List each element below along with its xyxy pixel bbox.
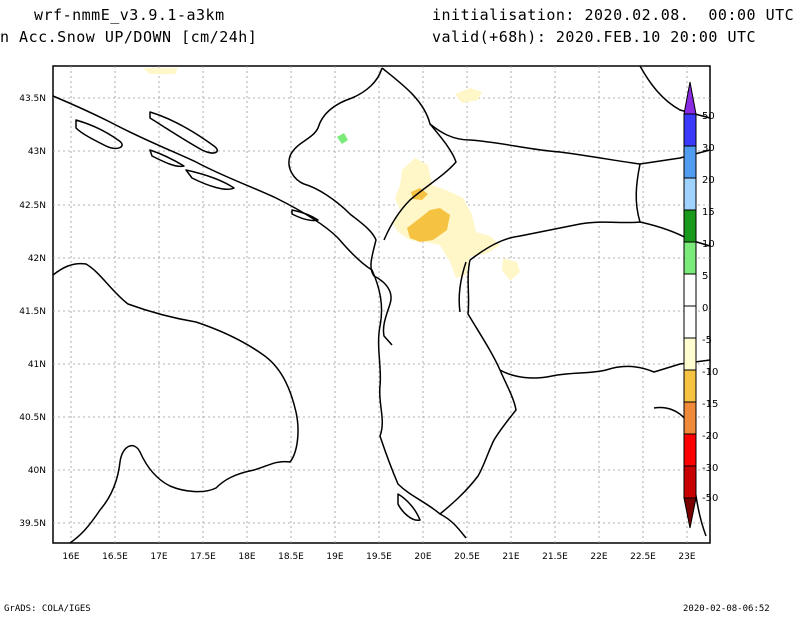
colorbar-label: -5 <box>702 335 712 346</box>
lon-label: 20E <box>414 552 431 562</box>
colorbar-label: 15 <box>702 207 715 218</box>
colorbar-label: 50 <box>702 111 715 122</box>
balkan-coast <box>52 95 467 539</box>
colorbar-label: 30 <box>702 143 715 154</box>
lon-label: 23E <box>678 552 695 562</box>
lon-label: 21.5E <box>542 552 568 562</box>
colorbar-label: 20 <box>702 175 715 186</box>
lon-label: 18E <box>238 552 255 562</box>
lat-label: 42N <box>28 254 46 264</box>
lat-label: 39.5N <box>19 519 46 529</box>
model-title: wrf-nmmE_v3.9.1-a3km <box>34 6 225 24</box>
longitude-labels: 16E 16.5E 17E 17.5E 18E 18.5E 19E 19.5E … <box>62 552 695 562</box>
lat-label: 43N <box>28 147 46 157</box>
coastlines <box>52 65 711 544</box>
render-timestamp: 2020-02-08-06:52 <box>683 604 770 614</box>
latitude-labels: 43.5N 43N 42.5N 42N 41.5N 41N 40.5N 40N … <box>19 94 46 529</box>
initialisation-label: initialisation: 2020.02.08. 00:00 UTC <box>432 6 795 24</box>
lat-label: 40.5N <box>19 413 46 423</box>
colorbar-label: -50 <box>702 493 718 504</box>
lon-label: 17.5E <box>190 552 216 562</box>
romania-border <box>429 123 711 165</box>
valid-time-label: valid(+68h): 2020.FEB.10 20:00 UTC <box>432 28 757 46</box>
lat-label: 43.5N <box>19 94 46 104</box>
italy-coast <box>52 262 299 544</box>
colorbar-label: -20 <box>702 431 718 442</box>
lat-label: 42.5N <box>19 201 46 211</box>
variable-title: n Acc.Snow UP/DOWN [cm/24h] <box>0 28 258 46</box>
greece-north-border <box>467 259 711 379</box>
colorbar <box>683 81 697 529</box>
serbia-border <box>381 67 457 241</box>
snow-shading <box>143 68 520 281</box>
lon-label: 21E <box>502 552 519 562</box>
lon-label: 16.5E <box>102 552 128 562</box>
lon-label: 16E <box>62 552 79 562</box>
colorbar-label: 0 <box>702 303 708 314</box>
lon-label: 20.5E <box>454 552 480 562</box>
colorbar-label: -10 <box>702 367 718 378</box>
lat-label: 41N <box>28 360 46 370</box>
lon-label: 18.5E <box>278 552 304 562</box>
lon-label: 19E <box>326 552 343 562</box>
colorbar-label: 5 <box>702 271 708 282</box>
colorbar-labels: 50 30 20 15 10 5 0 -5 -10 -15 -20 -30 -5… <box>702 111 718 504</box>
colorbar-label: 10 <box>702 239 715 250</box>
lon-label: 19.5E <box>366 552 392 562</box>
lat-label: 41.5N <box>19 307 46 317</box>
grads-credit: GrADS: COLA/IGES <box>4 604 91 614</box>
montenegro-border <box>288 67 393 346</box>
lon-label: 17E <box>150 552 167 562</box>
colorbar-label: -15 <box>702 399 718 410</box>
lat-label: 40N <box>28 466 46 476</box>
lon-label: 22.5E <box>630 552 656 562</box>
colorbar-label: -30 <box>702 463 718 474</box>
lon-label: 22E <box>590 552 607 562</box>
